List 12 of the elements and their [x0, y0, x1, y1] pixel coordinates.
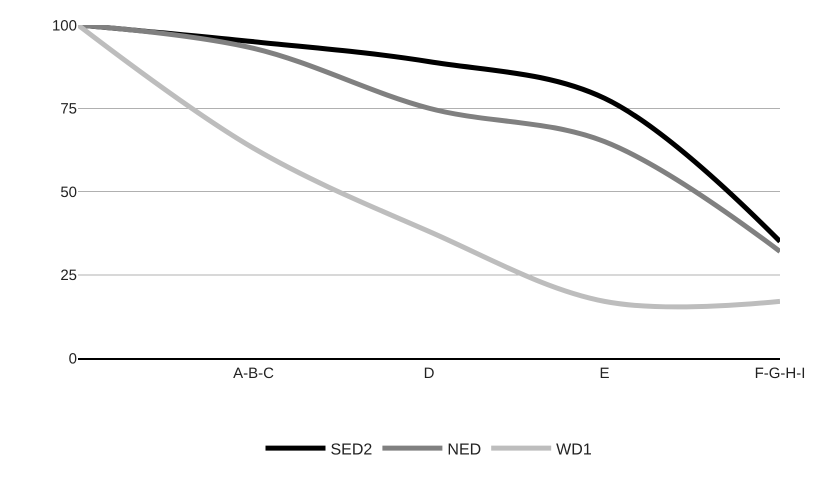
y-tick-label: 100 — [52, 17, 77, 34]
x-tick-label: D — [424, 365, 435, 382]
legend-label: SED2 — [330, 441, 372, 458]
x-tick-label: F-G-H-I — [754, 365, 806, 382]
y-tick-label: 50 — [60, 184, 77, 201]
x-tick-label: E — [599, 365, 610, 382]
x-tick-label: A-B-C — [233, 365, 274, 382]
y-tick-label: 75 — [60, 100, 77, 118]
y-tick-label: 25 — [60, 267, 77, 284]
legend-label: NED — [447, 441, 482, 458]
y-tick-label: 0 — [68, 350, 77, 368]
legend-label: WD1 — [556, 441, 592, 458]
